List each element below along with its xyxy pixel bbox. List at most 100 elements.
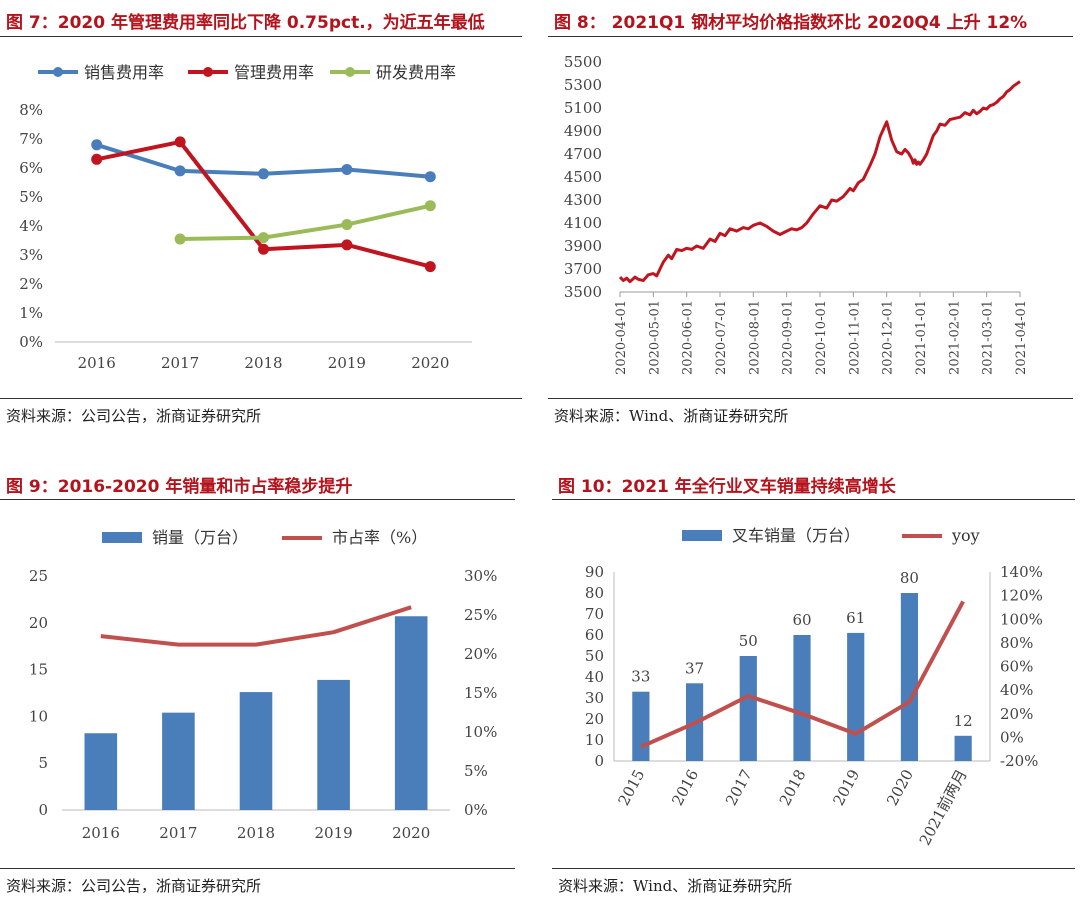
bar-data-label: 60	[792, 611, 811, 629]
x-tick-label: 2021-02-01	[947, 300, 962, 375]
data-point	[174, 136, 186, 148]
bar-data-label: 61	[846, 609, 865, 627]
y-tick-label-left: 20	[29, 614, 48, 632]
y-tick-label: 4500	[564, 168, 602, 186]
data-point	[91, 153, 103, 165]
data-point	[258, 232, 269, 244]
y-tick-label: 5500	[564, 53, 602, 71]
y-tick-label: 0%	[19, 333, 43, 351]
x-tick-label: 2020-12-01	[881, 300, 896, 375]
data-point	[258, 243, 269, 255]
y-tick-label-left: 15	[29, 661, 48, 679]
legend-bar-swatch	[682, 530, 722, 541]
figure-7-top-rule	[0, 36, 522, 37]
legend-marker	[203, 67, 213, 77]
series-line	[180, 203, 431, 242]
x-tick-label: 2020-07-01	[714, 300, 729, 375]
y-tick-label-right: 20%	[464, 645, 497, 663]
y-tick-label-left: 10	[29, 707, 48, 725]
x-tick-label: 2020-05-01	[647, 300, 662, 375]
y-tick-label-right: 80%	[1000, 634, 1033, 652]
x-tick-label: 2018	[776, 766, 810, 808]
y-tick-label: 4700	[564, 145, 602, 163]
x-tick-label: 2019	[328, 354, 366, 372]
x-tick-label: 2016	[82, 824, 120, 842]
data-point	[424, 200, 436, 212]
y-tick-label-left: 0	[38, 801, 48, 819]
figure-8-panel: 图 8： 2021Q1 钢材平均价格指数环比 2020Q4 上升 12% 350…	[548, 0, 1080, 440]
figure-7-source: 资料来源：公司公告，浙商证券研究所	[6, 407, 262, 425]
x-tick-label: 2020-10-01	[814, 300, 829, 375]
x-tick-label: 2018	[244, 354, 282, 372]
y-tick-label-right: 0%	[464, 801, 488, 819]
figure-9-chart: 0 5 10 15 20 25 0% 5% 10% 15% 20% 25% 30% 2016 2017 201…	[29, 528, 497, 842]
y-tick-label-right: 15%	[464, 684, 497, 702]
x-tick-label: 2020-11-01	[847, 300, 862, 375]
x-tick-label: 2017	[161, 354, 199, 372]
x-tick-label: 2021-04-01	[1014, 300, 1029, 375]
y-tick-label: 4300	[564, 191, 602, 209]
figure-10-panel: 图 10：2021 年全行业叉车销量持续高增长 0 10 20 30 40 50 60 70 8…	[552, 466, 1080, 901]
y-tick-label-right: 120%	[1000, 587, 1043, 605]
y-tick-label: 4%	[19, 217, 43, 235]
legend-line-label: yoy	[951, 526, 980, 545]
y-tick-label-right: 100%	[1000, 610, 1043, 628]
bar	[84, 733, 118, 810]
bar	[239, 692, 273, 810]
x-tick-label: 2019	[829, 766, 863, 808]
figure-7-bottom-rule	[0, 398, 522, 399]
figure-7-chart: 0% 1% 2% 3% 4% 5% 6% 7% 8% 2016 2017 2018 2019 2020 销售…	[19, 63, 472, 372]
data-point	[424, 261, 436, 273]
bar	[317, 679, 350, 810]
y-tick-label: 2%	[19, 275, 43, 293]
figure-9-panel: 图 9：2016-2020 年销量和市占率稳步提升 0 5 10 15 20 25 0% 5%…	[0, 466, 522, 901]
y-tick-label-left: 50	[585, 647, 604, 665]
data-point	[341, 239, 353, 251]
data-point	[258, 168, 269, 180]
y-tick-label-right: 20%	[1000, 705, 1033, 723]
x-tick-label: 2021-03-01	[981, 300, 996, 375]
y-tick-label-right: 60%	[1000, 658, 1033, 676]
y-tick-label-right: -20%	[1000, 752, 1038, 770]
y-tick-label: 4900	[564, 122, 602, 140]
y-tick-label: 5%	[19, 188, 43, 206]
figure-7-title: 图 7：2020 年管理费用率同比下降 0.75pct.，为近五年最低	[6, 13, 485, 33]
y-tick-label: 6%	[19, 159, 43, 177]
figure-10-source: 资料来源：Wind、浙商证券研究所	[558, 877, 793, 895]
legend-label: 研发费用率	[376, 63, 456, 82]
x-tick-label: 2020-08-01	[747, 300, 762, 375]
bar	[847, 632, 865, 761]
legend-line-label: 市占率（%）	[332, 528, 427, 547]
x-tick-label: 2016	[668, 766, 702, 808]
line-series	[640, 600, 965, 749]
bar-data-label: 33	[631, 668, 650, 686]
bar-data-label: 37	[685, 659, 704, 677]
figure-8-bottom-rule	[548, 398, 1073, 399]
x-tick-label: 2021-01-01	[914, 300, 929, 375]
y-tick-label-left: 80	[585, 584, 604, 602]
y-tick-label-left: 40	[585, 668, 604, 686]
y-tick-label-left: 90	[585, 563, 604, 581]
bar	[739, 656, 757, 761]
x-tick-label: 2020-04-01	[614, 300, 629, 375]
y-tick-label: 1%	[19, 304, 43, 322]
y-tick-label: 7%	[19, 130, 43, 148]
y-tick-label-right: 5%	[464, 762, 488, 780]
y-tick-label: 3900	[564, 237, 602, 255]
legend-label: 销售费用率	[84, 63, 164, 82]
legend-bar-label: 销量（万台）	[152, 528, 248, 547]
x-tick-label: 2020	[411, 354, 449, 372]
data-point	[341, 163, 353, 175]
figure-8-source: 资料来源：Wind、浙商证券研究所	[554, 407, 789, 425]
bar	[793, 635, 811, 761]
x-tick-label: 2020	[392, 824, 430, 842]
bar	[632, 691, 650, 761]
x-tick-label: 2018	[237, 824, 275, 842]
data-point	[424, 171, 436, 183]
x-tick-label: 2017	[159, 824, 197, 842]
figure-10-title: 图 10：2021 年全行业叉车销量持续高增长	[558, 477, 896, 497]
figure-8-top-rule	[548, 36, 1073, 37]
y-tick-label-right: 40%	[1000, 681, 1033, 699]
x-tick-label: 2020-09-01	[781, 300, 796, 375]
data-point	[91, 139, 103, 151]
